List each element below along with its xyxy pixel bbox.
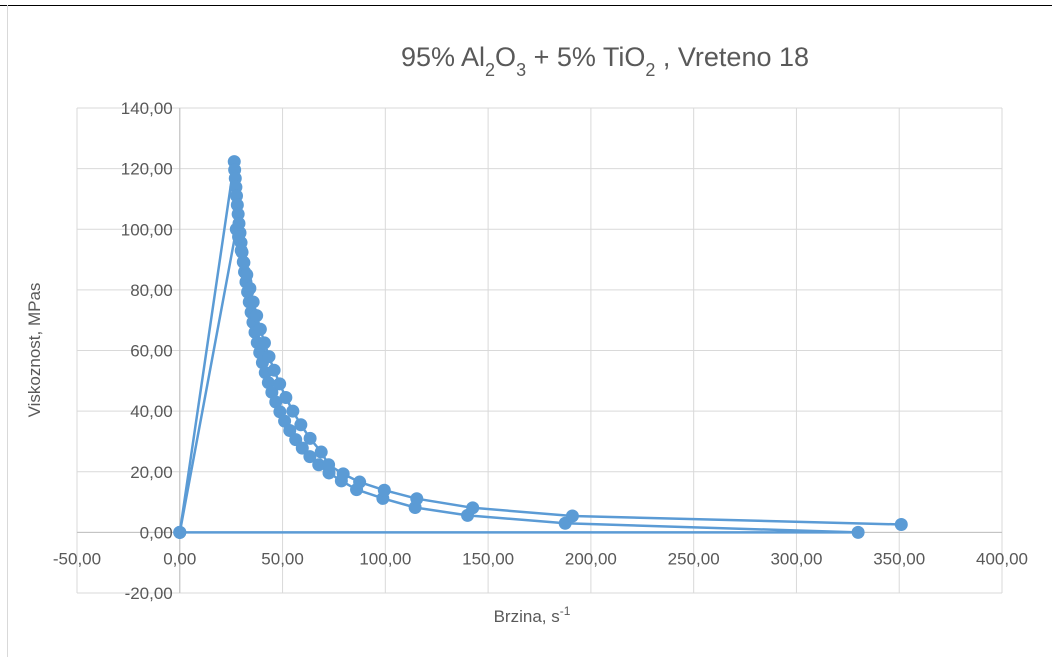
data-point <box>294 418 308 432</box>
data-point <box>279 390 293 404</box>
data-point <box>237 256 251 270</box>
x-tick-label: 200,00 <box>565 549 617 568</box>
data-point <box>262 350 276 364</box>
frame-top-border <box>0 5 1052 6</box>
data-point <box>231 207 245 221</box>
data-series <box>173 155 908 539</box>
x-tick-label: 350,00 <box>873 549 925 568</box>
x-tick-label: 400,00 <box>976 549 1028 568</box>
y-tick-label: 20,00 <box>130 463 173 482</box>
x-axis-title: Brzina, s-1 <box>494 604 571 626</box>
data-point <box>894 517 908 531</box>
data-point <box>243 281 257 295</box>
tick-labels: -50,00 0,00 50,00 100,00 150,00 200,00 250,00 3… <box>53 99 1028 603</box>
data-point <box>250 309 264 323</box>
x-tick-label: 150,00 <box>462 549 514 568</box>
data-point <box>232 230 246 244</box>
data-point <box>295 441 309 455</box>
chart-title: 95% Al2O3 + 5% TiO2 , Vreteno 18 <box>401 42 809 80</box>
y-tick-label: 140,00 <box>121 99 173 118</box>
y-tick-label: 120,00 <box>121 160 173 179</box>
data-point <box>314 445 328 459</box>
data-point <box>312 458 326 472</box>
data-point <box>240 268 254 282</box>
data-point <box>336 467 350 481</box>
x-tick-label: 0,00 <box>163 549 196 568</box>
data-point <box>253 322 267 336</box>
data-point <box>353 475 367 489</box>
y-axis-title: Viskoznost, MPas <box>25 283 44 418</box>
frame-left-border <box>7 5 8 657</box>
data-point <box>851 525 865 539</box>
y-tick-label: 80,00 <box>130 281 173 300</box>
data-point <box>565 509 579 523</box>
data-point <box>246 295 260 309</box>
x-tick-label: 300,00 <box>770 549 822 568</box>
data-point <box>303 431 317 445</box>
data-point <box>377 483 391 497</box>
y-tick-label: 60,00 <box>130 342 173 361</box>
y-tick-label: 40,00 <box>130 402 173 421</box>
data-point <box>303 450 317 464</box>
data-point <box>273 377 287 391</box>
data-point <box>269 395 283 409</box>
data-point <box>466 501 480 515</box>
data-point <box>173 525 187 539</box>
data-point <box>410 492 424 506</box>
x-tick-label: -50,00 <box>53 549 101 568</box>
series-line <box>178 228 902 533</box>
x-tick-label: 250,00 <box>668 549 720 568</box>
y-tick-label: 0,00 <box>140 523 173 542</box>
data-point <box>234 243 248 257</box>
y-tick-label: -20,00 <box>125 584 173 603</box>
data-point <box>257 336 271 350</box>
data-point <box>322 458 336 472</box>
x-tick-label: 50,00 <box>261 549 304 568</box>
data-point <box>286 404 300 418</box>
x-tick-label: 100,00 <box>359 549 411 568</box>
y-tick-label: 100,00 <box>121 220 173 239</box>
series-line <box>178 160 860 534</box>
data-point <box>267 363 281 377</box>
